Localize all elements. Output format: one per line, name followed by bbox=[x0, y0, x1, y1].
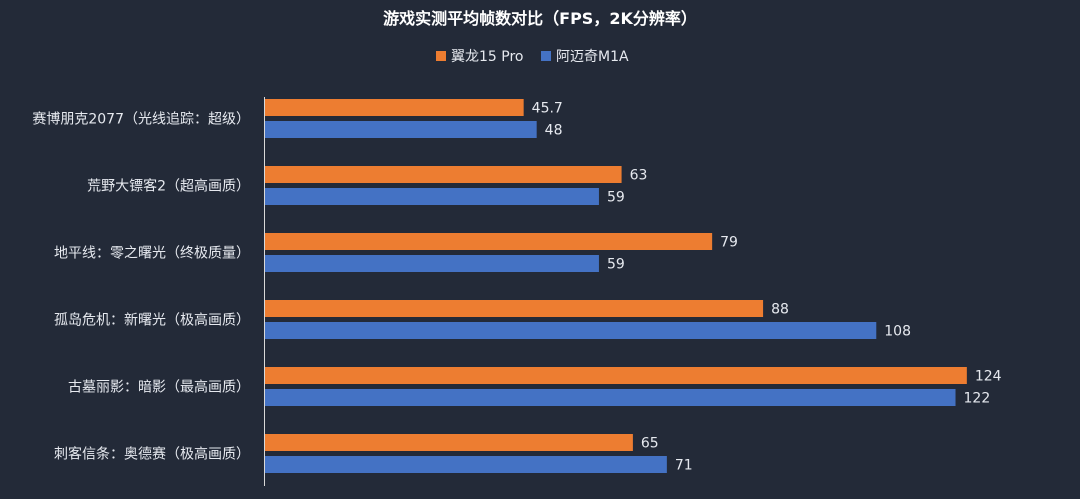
bar-series-0 bbox=[265, 99, 524, 116]
bar-series-1 bbox=[265, 322, 877, 339]
legend-swatch-series-0 bbox=[436, 51, 446, 61]
legend-label-series-0: 翼龙15 Pro bbox=[451, 49, 523, 65]
bar-series-0 bbox=[265, 367, 967, 384]
data-label-series-1: 59 bbox=[607, 257, 625, 273]
category-label: 地平线：零之曙光（终极质量） bbox=[54, 246, 250, 262]
data-label-series-0: 79 bbox=[720, 235, 738, 251]
bar-series-0 bbox=[265, 300, 764, 317]
bar-series-1 bbox=[265, 255, 599, 272]
data-label-series-1: 48 bbox=[545, 123, 563, 139]
bar-series-0 bbox=[265, 434, 633, 451]
bar-series-1 bbox=[265, 389, 956, 406]
legend: 翼龙15 Pro 阿迈奇M1A bbox=[436, 48, 629, 65]
data-label-series-1: 122 bbox=[964, 391, 991, 407]
legend-swatch-series-1 bbox=[541, 51, 551, 61]
value-labels-group: 45.7 48 63 59 79 59 88 108 124 122 65 71 bbox=[532, 101, 1002, 474]
legend-label-series-1: 阿迈奇M1A bbox=[556, 48, 629, 65]
data-label-series-1: 59 bbox=[607, 190, 625, 206]
bar-series-1 bbox=[265, 456, 667, 473]
data-label-series-1: 71 bbox=[675, 458, 693, 474]
bar-series-1 bbox=[265, 188, 599, 205]
chart-title: 游戏实测平均帧数对比（FPS，2K分辨率） bbox=[383, 9, 697, 28]
category-label: 刺客信条：奥德赛（极高画质） bbox=[54, 446, 250, 463]
bar-series-0 bbox=[265, 233, 713, 250]
data-label-series-0: 65 bbox=[641, 436, 659, 452]
bar-series-1 bbox=[265, 121, 537, 138]
category-label: 孤岛危机：新曙光（极高画质） bbox=[54, 312, 250, 329]
category-label: 古墓丽影：暗影（最高画质） bbox=[68, 379, 250, 396]
data-label-series-0: 45.7 bbox=[532, 101, 563, 117]
bars-group bbox=[265, 99, 967, 473]
data-label-series-0: 63 bbox=[630, 168, 648, 184]
category-axis-labels: 赛博朋克2077（光线追踪：超级） 荒野大镖客2（超高画质） 地平线：零之曙光（终极… bbox=[32, 111, 250, 463]
category-label: 荒野大镖客2（超高画质） bbox=[87, 178, 250, 195]
category-label: 赛博朋克2077（光线追踪：超级） bbox=[32, 111, 250, 128]
data-label-series-0: 88 bbox=[771, 302, 789, 318]
data-label-series-1: 108 bbox=[884, 324, 911, 340]
bar-series-0 bbox=[265, 166, 622, 183]
data-label-series-0: 124 bbox=[975, 369, 1002, 385]
